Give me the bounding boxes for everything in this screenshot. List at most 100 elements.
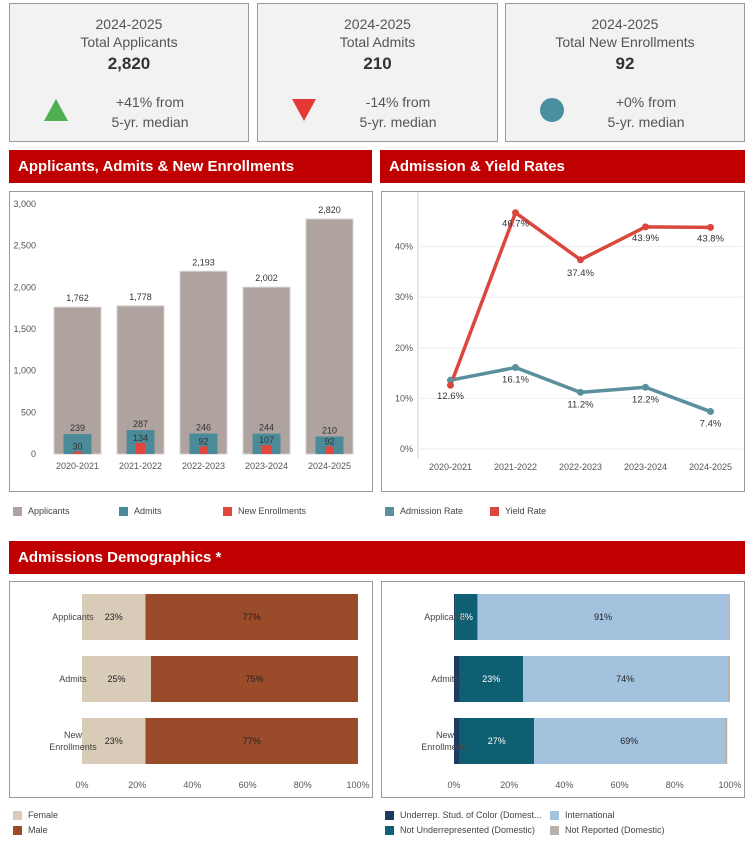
admits-value-label: 287 [133,419,148,429]
kpi-label: Total Admits [339,34,416,50]
segment-underrep-stud-of-color-domestic- [454,656,460,702]
x-tick-label: 20% [128,780,146,790]
kpi-year: 2024-2025 [344,16,411,32]
y-tick-label: 0% [400,444,413,454]
yield-rate-label: 12.6% [437,391,464,402]
segment-not-underrepresented-domestic- [459,656,523,702]
admits-bar [189,433,218,454]
segment-not-reported-domestic- [727,656,730,702]
header-demographics: Admissions Demographics * [9,541,745,574]
admission-rate-point [577,388,584,396]
y-tick-label: 0 [31,449,36,459]
legend-item-admits: Admits [119,506,162,517]
admits-value-label: 239 [70,423,85,433]
enrollments-value-label: 30 [72,442,82,452]
x-tick-label: 100% [346,780,369,790]
kpi-change-text: -14% from [365,94,431,110]
admission-rate-point [447,376,454,384]
kpi-label: Total New Enrollments [555,34,695,50]
x-tick-label: 20% [500,780,518,790]
segment-underrep-stud-of-color-domestic- [454,594,456,640]
kpi-basis: 5-yr. median [359,114,437,130]
admits-value-label: 210 [322,426,337,436]
enrollments-bar [199,446,208,454]
yield-rate-point [707,223,714,231]
segment-value-label: 75% [245,674,263,684]
kpi-value: 210 [363,54,392,73]
legend-swatch [385,507,394,517]
legend-item-international: International [550,810,615,821]
admission-rate-point [642,383,649,391]
segment-value-label: 25% [107,674,125,684]
segment-underrep-stud-of-color-domestic- [454,718,460,764]
kpi-year: 2024-2025 [95,16,163,32]
legend-label: Applicants [28,506,70,516]
row-label: New [64,730,83,740]
y-tick-label: 20% [395,343,413,353]
legend-swatch [119,507,128,517]
legend-item-not-reported: Not Reported (Domestic) [550,825,665,836]
legend-item-urm: Underrep. Stud. of Color (Domest... [385,810,542,821]
yield-rate-point [577,256,584,264]
y-tick-label: 1,000 [13,366,36,376]
kpi-label: Total Applicants [80,34,178,50]
legend-label: Not Underrepresented (Domestic) [400,825,536,835]
applicants-bar [305,218,354,455]
legend-label: International [565,810,615,820]
admits-bar [315,436,344,454]
segment-value-label: 27% [488,736,506,746]
kpi-year: 2024-2025 [591,16,659,32]
segment-value-label: 8% [460,612,473,622]
header-rates: Admission & Yield Rates [380,150,745,183]
kpi-change: +41% from 5-yr. median [80,92,220,132]
gender-stacked-chart: 23% 77% Applicants 25% 75% Admits 23% 77% New Enr… [49,594,370,790]
segment-value-label: 69% [620,736,638,746]
x-tick-label: 2021-2022 [494,462,537,472]
yield-rate-point [642,223,649,231]
ethnicity-legend: Underrep. Stud. of Color (Domest... Inte… [385,810,745,840]
legend-label: Underrep. Stud. of Color (Domest... [400,810,542,820]
legend-label: Yield Rate [505,506,547,516]
legend-label: Admission Rate [400,506,464,516]
legend-label: New Enrollments [238,506,307,516]
applicants-value-label: 2,820 [318,205,341,215]
applicants-value-label: 2,193 [192,257,215,267]
down-triangle-icon [292,99,316,121]
enrollments-bar [136,442,145,454]
row-label: Enrollments [49,742,97,752]
enrollments-bar [325,446,334,454]
y-tick-label: 30% [395,292,413,302]
x-tick-label: 0% [447,780,460,790]
applicants-chart-panel: 0 500 1,000 1,500 2,000 2,500 3,000 1,762 239 30 2… [9,191,373,492]
segment-value-label: 74% [616,674,634,684]
x-tick-label: 2024-2025 [308,461,351,471]
segment-not-underrepresented-domestic- [459,718,535,764]
applicants-value-label: 1,762 [66,293,89,303]
applicants-legend: Applicants Admits New Enrollments [13,506,373,520]
legend-swatch [385,826,394,836]
legend-item-yield-rate: Yield Rate [490,506,547,517]
circle-icon [540,98,564,122]
admission-rate-point [707,408,714,416]
legend-item-applicants: Applicants [13,506,70,517]
legend-item-female: Female [13,810,59,821]
enrollments-bar [73,451,82,454]
y-tick-label: 2,500 [13,241,36,251]
yield-rate-point [512,209,519,217]
segment-female [82,594,146,640]
y-tick-label: 40% [395,242,413,252]
legend-label: Female [28,810,59,820]
admits-bar [126,430,155,454]
enrollments-value-label: 92 [198,436,208,446]
admission-rate-label: 12.2% [632,394,659,405]
y-tick-label: 3,000 [13,199,36,209]
segment-male [145,594,358,640]
row-label: Admits [431,674,459,684]
row-label: Applicants [424,612,466,622]
x-tick-label: 2022-2023 [182,461,225,471]
admission-rate-label: 7.4% [700,419,722,430]
x-tick-label: 80% [294,780,312,790]
yield-rate-label: 43.8% [697,233,724,244]
gender-chart-panel: 23% 77% Applicants 25% 75% Admits 23% 77% New Enr… [9,581,373,798]
applicants-value-label: 1,778 [129,292,152,302]
